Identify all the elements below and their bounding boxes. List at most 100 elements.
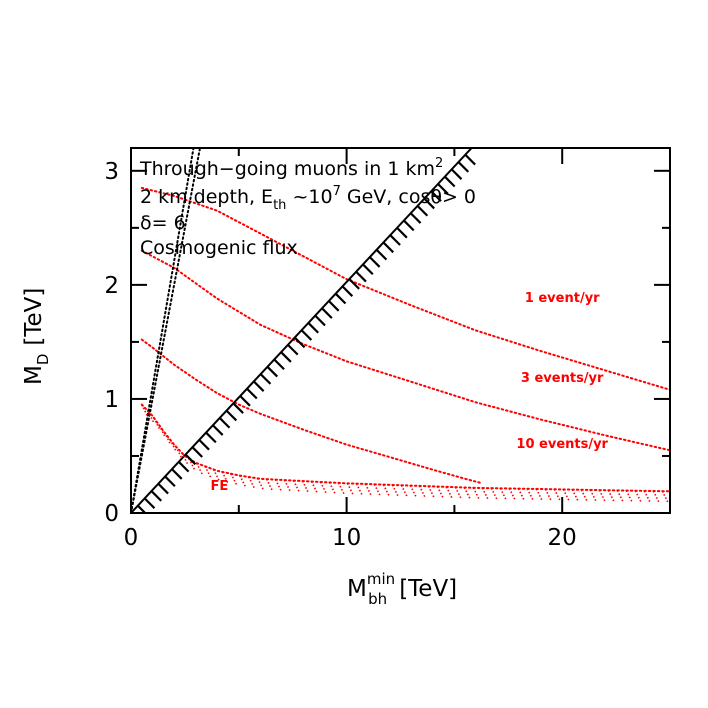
y-axis-title: MD[TeV] — [21, 288, 52, 385]
series-m-d-m-bh-min-line — [131, 148, 473, 513]
x-tick-label: 10 — [332, 525, 361, 551]
hatch-mark — [287, 344, 299, 356]
hatch-mark — [454, 486, 462, 499]
hatch-mark — [319, 481, 327, 494]
hatch-mark — [293, 336, 306, 349]
hatch-mark — [321, 307, 333, 319]
curve-label: 1 event/yr — [525, 291, 600, 306]
y-tick-label: 0 — [104, 501, 119, 527]
hatch-mark — [225, 409, 238, 422]
hatch-mark — [409, 212, 422, 224]
hatch-mark — [625, 490, 633, 502]
hatch-mark — [437, 183, 449, 195]
hatch-mark — [544, 488, 552, 501]
hatch-mark — [348, 278, 360, 290]
hatch-mark — [369, 256, 381, 268]
hatch-mark — [607, 489, 615, 502]
hatch-mark — [535, 488, 543, 501]
hatch-mark — [643, 490, 651, 503]
hatch-mark — [307, 322, 319, 334]
hatch-mark — [198, 439, 210, 451]
x-tick-label: 0 — [124, 525, 139, 551]
hatch-mark — [218, 417, 231, 429]
hatch-mark — [328, 482, 336, 494]
hatch-mark — [310, 481, 318, 493]
hatch-mark — [508, 488, 516, 500]
hatch-mark — [239, 395, 251, 407]
curve-label: 10 events/yr — [516, 437, 608, 452]
curves-layer — [131, 148, 670, 513]
hatch-mark — [562, 489, 570, 501]
hatch-mark — [553, 488, 561, 501]
hatch-mark — [212, 424, 224, 436]
hatch-mark — [499, 487, 507, 500]
hatch-mark — [634, 490, 642, 503]
curve-labels-layer: 1 event/yr 3 events/yr 10 events/yr FE — [211, 291, 609, 494]
curve-label: FE — [211, 479, 229, 494]
hatch-mark — [375, 249, 388, 261]
hatch-mark — [328, 300, 340, 312]
hatch-mark — [256, 477, 264, 490]
hatch-mark — [457, 161, 470, 173]
y-tick-label: 3 — [104, 159, 119, 185]
series-boundary-dotted-line — [131, 148, 201, 513]
hatch-mark — [137, 504, 147, 513]
hatch-mark — [337, 482, 345, 495]
hatch-mark — [205, 431, 217, 444]
hatch-mark — [580, 489, 588, 502]
hatch-mark — [131, 512, 133, 513]
hatch-mark — [481, 487, 489, 500]
hatch-mark — [616, 490, 624, 502]
hatch-mark — [445, 486, 453, 499]
hatch-mark — [409, 485, 417, 497]
hatch-mark — [389, 234, 401, 246]
hatch-mark — [430, 190, 442, 202]
hatch-mark — [382, 241, 395, 254]
hatch-mark — [150, 490, 163, 502]
hatch-mark — [334, 292, 347, 305]
hatch-mark — [355, 483, 363, 496]
hatch-mark — [517, 488, 525, 501]
hatch-mark — [274, 479, 282, 491]
hatch-mark — [265, 478, 273, 491]
hatch-layer — [131, 153, 669, 513]
ticks-layer: 0 10 20 0 1 2 3 — [104, 148, 671, 551]
hatch-mark — [427, 485, 435, 498]
hatch-mark — [283, 479, 291, 492]
hatch-mark — [280, 351, 292, 363]
hatch-mark — [373, 483, 381, 496]
hatch-mark — [418, 485, 426, 498]
hatch-mark — [382, 484, 390, 497]
hatch-mark — [526, 488, 534, 501]
hatch-mark — [300, 329, 313, 341]
hatch-mark — [266, 366, 279, 378]
y-tick-label: 2 — [104, 273, 119, 299]
hatch-mark — [355, 270, 367, 283]
hatch-mark — [184, 453, 197, 466]
x-tick-label: 20 — [548, 525, 577, 551]
hatch-mark — [177, 461, 190, 473]
hatch-mark — [598, 489, 606, 502]
hatch-mark — [292, 480, 300, 492]
hatch-mark — [259, 373, 272, 385]
annotation-line-1: Through−going muons in 1 km2 — [139, 156, 443, 180]
hatch-mark — [589, 489, 597, 502]
hatch-mark — [661, 490, 669, 503]
hatch-mark — [400, 484, 408, 497]
hatch-mark — [362, 263, 374, 276]
hatch-mark — [164, 475, 176, 488]
hatch-mark — [391, 484, 399, 497]
hatch-mark — [364, 483, 372, 496]
annotation-line-2: 2 km depth, Eth ~107 GeV, cosθ> 0 — [140, 184, 476, 213]
hatch-mark — [444, 175, 456, 188]
hatch-mark — [472, 487, 480, 500]
y-tick-label: 1 — [104, 387, 119, 413]
x-axis-title: Mmin bh [TeV] — [347, 570, 457, 608]
hatch-mark — [490, 487, 498, 500]
hatch-mark — [463, 487, 471, 499]
hatch-mark — [464, 153, 476, 166]
hatch-mark — [143, 497, 156, 509]
series-1-event-yr-line — [140, 186, 670, 391]
hatch-mark — [341, 285, 354, 297]
